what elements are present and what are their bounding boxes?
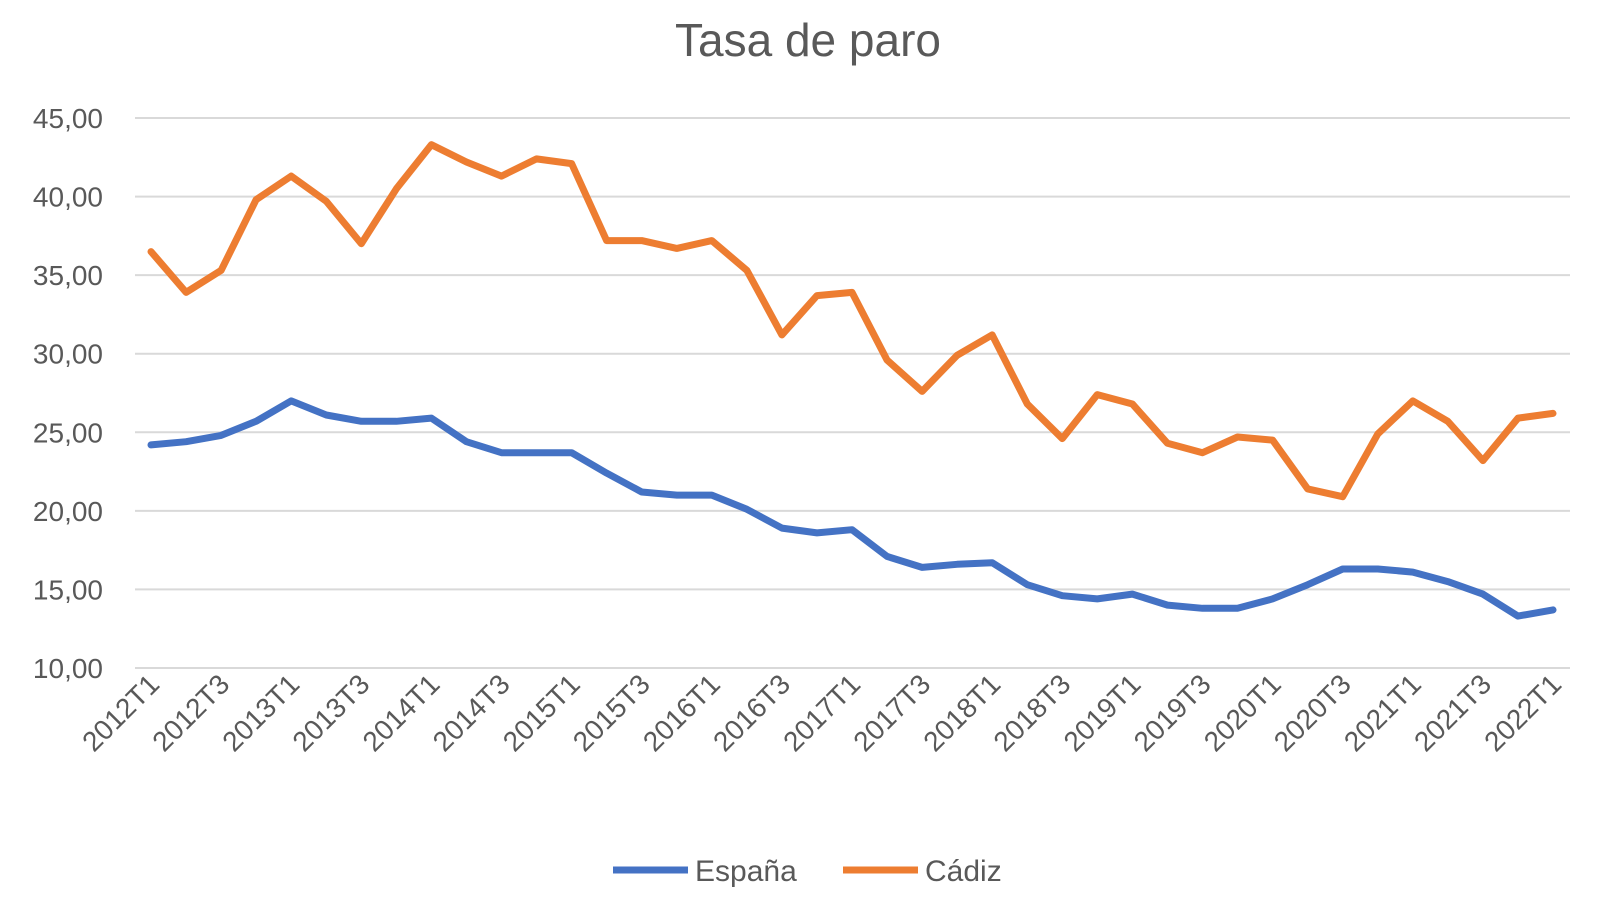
x-tick-label: 2013T3 <box>286 668 375 757</box>
legend-label: España <box>695 855 797 888</box>
x-tick-label: 2015T3 <box>567 668 656 757</box>
x-tick-label: 2022T1 <box>1478 668 1567 757</box>
y-tick-label: 15,00 <box>33 574 103 605</box>
x-tick-label: 2019T3 <box>1128 668 1217 757</box>
x-tick-label: 2021T3 <box>1408 668 1497 757</box>
x-tick-label: 2017T1 <box>777 668 866 757</box>
series-line-españa <box>147 397 1557 620</box>
y-tick-label: 25,00 <box>33 417 103 448</box>
x-tick-label: 2012T3 <box>146 668 235 757</box>
x-tick-label: 2019T1 <box>1058 668 1147 757</box>
x-tick-label: 2016T1 <box>637 668 726 757</box>
y-tick-label: 30,00 <box>33 339 103 370</box>
y-tick-label: 20,00 <box>33 496 103 527</box>
x-tick-label: 2020T3 <box>1268 668 1357 757</box>
x-tick-label: 2014T1 <box>357 668 446 757</box>
chart-title: Tasa de paro <box>675 14 941 66</box>
x-tick-label: 2013T1 <box>216 668 305 757</box>
x-tick-label: 2018T3 <box>987 668 1076 757</box>
x-tick-label: 2016T3 <box>707 668 796 757</box>
series-line-cádiz <box>147 141 1557 501</box>
y-tick-label: 45,00 <box>33 103 103 134</box>
y-tick-label: 40,00 <box>33 182 103 213</box>
x-tick-label: 2017T3 <box>847 668 936 757</box>
x-tick-label: 2014T3 <box>427 668 516 757</box>
x-tick-label: 2018T1 <box>917 668 1006 757</box>
legend-label: Cádiz <box>925 855 1002 888</box>
y-tick-label: 35,00 <box>33 260 103 291</box>
x-tick-label: 2020T1 <box>1198 668 1287 757</box>
x-tick-label: 2015T1 <box>497 668 586 757</box>
y-tick-label: 10,00 <box>33 653 103 684</box>
x-tick-label: 2021T1 <box>1338 668 1427 757</box>
